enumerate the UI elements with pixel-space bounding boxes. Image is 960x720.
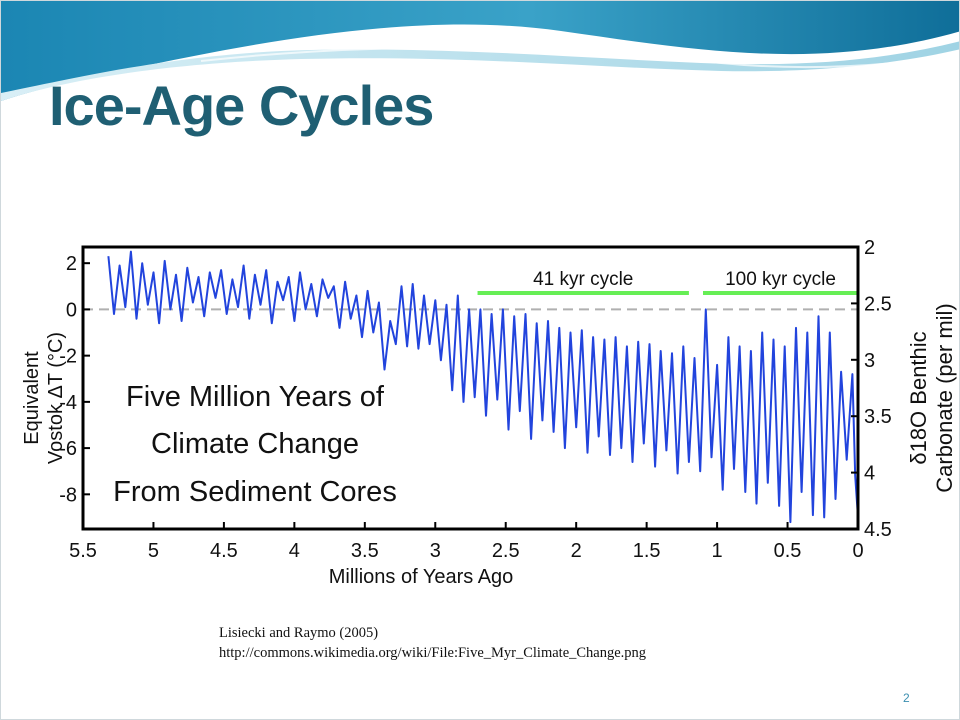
y-left-tick-label: 2	[66, 253, 77, 275]
slide-title: Ice-Age Cycles	[49, 74, 434, 137]
y-right-axis-label: δ18O Benthic Carbonate (per mil)	[906, 303, 957, 493]
x-tick-label: 4.5	[210, 540, 238, 562]
x-tick-label: 1	[712, 540, 723, 562]
y-right-tick-label: 3.5	[864, 406, 892, 428]
plot-frame	[81, 245, 860, 531]
y-right-tick-label: 2	[864, 237, 875, 259]
y-left-tick-label: -4	[59, 392, 77, 414]
x-tick-label: 4	[289, 540, 300, 562]
y-right-tick-label: 4	[864, 463, 875, 485]
header-wave-banner	[1, 1, 959, 101]
y-left-tick-label: 0	[66, 299, 77, 321]
y-left-axis-label-line: Equivalent	[21, 351, 43, 445]
y-left-tick-label: -6	[59, 438, 77, 460]
page-number: 2	[903, 691, 910, 705]
x-axis-label: Millions of Years Ago	[329, 566, 514, 588]
credit-authors: Lisiecki and Raymo (2005)	[219, 625, 379, 641]
chart-title-line: Five Million Years of	[126, 381, 385, 413]
x-tick-label: 2	[571, 540, 582, 562]
temperature-series-line-0	[107, 250, 859, 524]
x-tick-label: 1.5	[633, 540, 661, 562]
y-right-tick-label: 3	[864, 350, 875, 372]
image-credit: Lisiecki and Raymo (2005) http://commons…	[219, 623, 646, 663]
y-right-axis-label-line: δ18O Benthic	[906, 331, 931, 464]
y-left-tick-label: -2	[59, 346, 77, 368]
x-tick-label: 3	[430, 540, 441, 562]
x-tick-label: 2.5	[492, 540, 520, 562]
x-tick-label: 5.5	[69, 540, 97, 562]
x-tick-label: 3.5	[351, 540, 379, 562]
credit-url: http://commons.wikimedia.org/wiki/File:F…	[219, 645, 647, 661]
x-tick-label: 5	[148, 540, 159, 562]
x-tick-label: 0	[852, 540, 863, 562]
cycle-label-0: 41 kyr cycle	[533, 269, 633, 290]
chart-title-line: From Sediment Cores	[113, 476, 397, 508]
x-tick-label: 0.5	[774, 540, 802, 562]
y-right-axis-label-line: Carbonate (per mil)	[932, 303, 957, 493]
y-right-tick-label: 4.5	[864, 519, 892, 541]
y-right-tick-label: 2.5	[864, 293, 892, 315]
chart-title-line: Climate Change	[151, 428, 359, 460]
y-left-tick-label: -8	[59, 484, 77, 506]
y-left-axis-label-line: Vostok ΔT (°C)	[45, 332, 67, 464]
y-left-axis-label: Equivalent Vostok ΔT (°C)	[21, 332, 67, 464]
cycle-label-1: 100 kyr cycle	[725, 269, 836, 290]
